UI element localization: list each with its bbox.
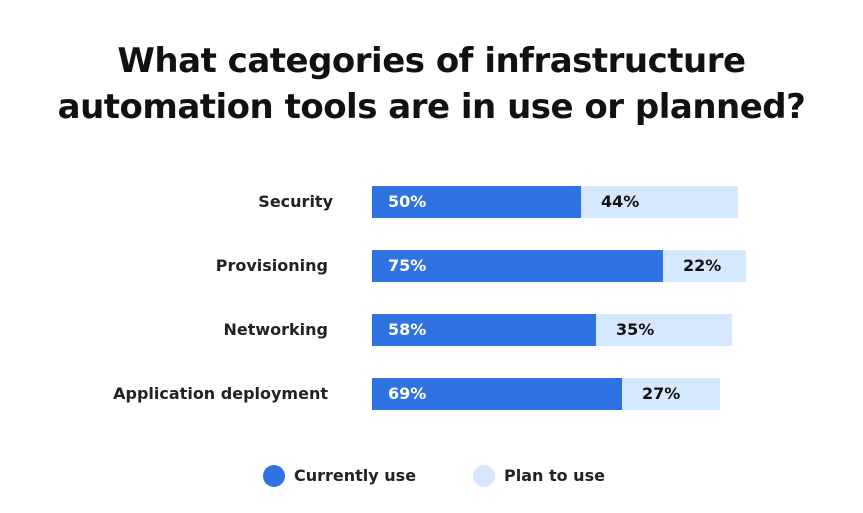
value-plan-to-use: 44% (601, 192, 640, 211)
chart-title-line-1: What categories of infrastructure (117, 41, 746, 81)
category-label: Application deployment (113, 384, 328, 403)
bar-currently-use (372, 314, 596, 346)
bar-currently-use (372, 378, 622, 410)
legend-swatch-icon (473, 465, 495, 487)
bar-plan-to-use (622, 378, 720, 410)
legend-swatch-icon (263, 465, 285, 487)
bar-row-networking: Networking 58% 35% (0, 314, 863, 346)
legend-label: Currently use (294, 466, 417, 485)
bar-currently-use (372, 186, 581, 218)
legend-label: Plan to use (504, 466, 605, 485)
bar-currently-use (372, 250, 663, 282)
chart-title: What categories of infrastructure automa… (0, 38, 863, 130)
bar-row-security: Security 50% 44% (0, 186, 863, 218)
bar-plan-to-use (581, 186, 738, 218)
category-label: Security (258, 192, 333, 211)
category-label: Networking (223, 320, 328, 339)
value-plan-to-use: 27% (642, 384, 681, 403)
bar-row-application-deployment: Application deployment 69% 27% (0, 378, 863, 410)
bar-plan-to-use (663, 250, 746, 282)
value-currently-use: 69% (388, 384, 427, 403)
value-plan-to-use: 35% (616, 320, 655, 339)
value-plan-to-use: 22% (683, 256, 722, 275)
bar-plan-to-use (596, 314, 732, 346)
chart-title-line-2: automation tools are in use or planned? (57, 87, 806, 127)
value-currently-use: 58% (388, 320, 427, 339)
value-currently-use: 50% (388, 192, 427, 211)
value-currently-use: 75% (388, 256, 427, 275)
bar-row-provisioning: Provisioning 75% 22% (0, 250, 863, 282)
category-label: Provisioning (215, 256, 328, 275)
